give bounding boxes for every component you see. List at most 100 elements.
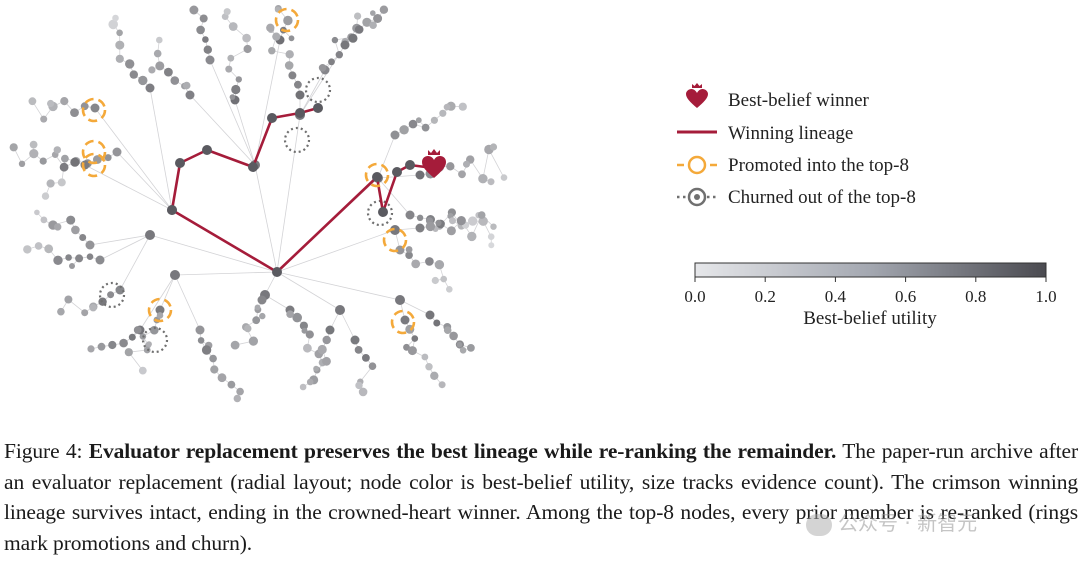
caption-body: The paper-run archive after an evaluator…: [4, 439, 1079, 555]
tree-node: [405, 210, 415, 220]
tree-node: [395, 295, 405, 305]
tree-node: [421, 123, 430, 132]
tree-node: [335, 305, 345, 315]
tree-node: [305, 330, 314, 339]
tree-node: [259, 312, 266, 320]
tree-node: [257, 295, 267, 305]
tree-node: [205, 55, 215, 65]
tree-edge: [149, 87, 173, 211]
tree-node: [292, 312, 303, 323]
tree-node: [487, 178, 495, 186]
tree-node: [170, 270, 180, 280]
tree-node: [443, 326, 452, 335]
watermark: 公众号 · 新智元: [806, 507, 977, 536]
tree-node: [411, 335, 419, 342]
tree-node: [23, 245, 32, 254]
tree-node: [223, 8, 231, 16]
tree-node: [268, 47, 276, 55]
figure-caption: Figure 4: Evaluator replacement preserve…: [4, 436, 1078, 558]
tree-node: [61, 154, 69, 163]
tree-edge: [99, 234, 151, 261]
tree-node: [458, 170, 466, 179]
tree-node: [138, 75, 148, 86]
tree-edge: [149, 234, 278, 273]
tree-node: [350, 335, 360, 345]
colorbar-tick-label: 0.8: [965, 287, 986, 306]
tree-node: [125, 59, 135, 69]
tree-node: [104, 154, 112, 162]
tree-node: [325, 325, 335, 335]
tree-node: [108, 340, 117, 350]
tree-node: [285, 50, 294, 59]
tree-node: [70, 108, 79, 117]
tree-node: [306, 378, 314, 386]
promoted-ring: [147, 297, 173, 323]
tree-node: [449, 217, 456, 225]
tree-node: [115, 54, 124, 63]
tree-node: [133, 326, 142, 334]
tree-node: [40, 115, 48, 123]
tree-node: [415, 117, 422, 124]
legend-promoted-label: Promoted into the top-8: [728, 155, 909, 176]
tree-node: [185, 90, 195, 100]
tree-node: [156, 312, 164, 319]
tree-edge: [276, 114, 301, 273]
lineage-node: [392, 167, 402, 177]
tree-node: [230, 340, 240, 350]
tree-node: [116, 29, 123, 37]
tree-edge: [139, 274, 176, 331]
tree-node: [85, 240, 95, 250]
tree-node: [400, 315, 410, 325]
tree-edge: [299, 69, 326, 116]
tree-node: [358, 387, 368, 397]
tree-node: [446, 226, 456, 236]
tree-node: [57, 307, 65, 316]
tree-node: [128, 333, 136, 341]
watermark-text: 公众号 · 新智元: [838, 511, 978, 535]
tree-node: [244, 324, 252, 333]
tree-node: [369, 21, 377, 30]
tree-node: [145, 83, 155, 93]
tree-node: [399, 125, 409, 135]
tree-node: [53, 255, 63, 265]
tree-node: [115, 285, 125, 295]
tree-node: [468, 216, 478, 226]
promoted-ring: [382, 227, 408, 253]
tree-node: [90, 103, 100, 113]
tree-node: [362, 17, 372, 27]
tree-edge: [174, 274, 201, 331]
promoted-rings: [81, 7, 416, 335]
tree-node: [89, 304, 97, 312]
tree-edge: [482, 149, 490, 179]
tree-node: [390, 225, 400, 235]
colorbar-ticks: 0.0 0.2 0.4 0.6 0.8 1.0: [684, 277, 1057, 306]
tree-node: [9, 143, 18, 152]
promoted-ring: [81, 97, 107, 123]
colorbar-tick-label: 0.4: [825, 287, 847, 306]
tree-node: [477, 211, 486, 219]
promoted-ring: [81, 152, 107, 178]
tree-node: [459, 347, 467, 354]
tree-node: [75, 254, 84, 263]
tree-node: [467, 344, 475, 352]
tree-node: [40, 216, 48, 224]
tree-node: [69, 263, 75, 269]
tree-node: [463, 160, 470, 168]
tree-node: [97, 342, 106, 351]
tree-node: [446, 286, 453, 293]
churned-ring: [304, 76, 332, 104]
tree-node: [272, 32, 281, 41]
lineage-node: [175, 158, 185, 168]
tree-node: [29, 140, 38, 149]
legend-crown-icon: [692, 83, 702, 88]
tree-node: [284, 61, 294, 70]
tree-node: [490, 223, 497, 230]
tree-node: [210, 365, 219, 374]
tree-node: [46, 179, 55, 188]
tree-node: [209, 354, 217, 363]
tree-node: [86, 253, 94, 260]
tree-node: [303, 343, 312, 353]
tree-node: [301, 327, 308, 334]
tree-node: [328, 58, 335, 66]
tree-node: [449, 331, 458, 341]
